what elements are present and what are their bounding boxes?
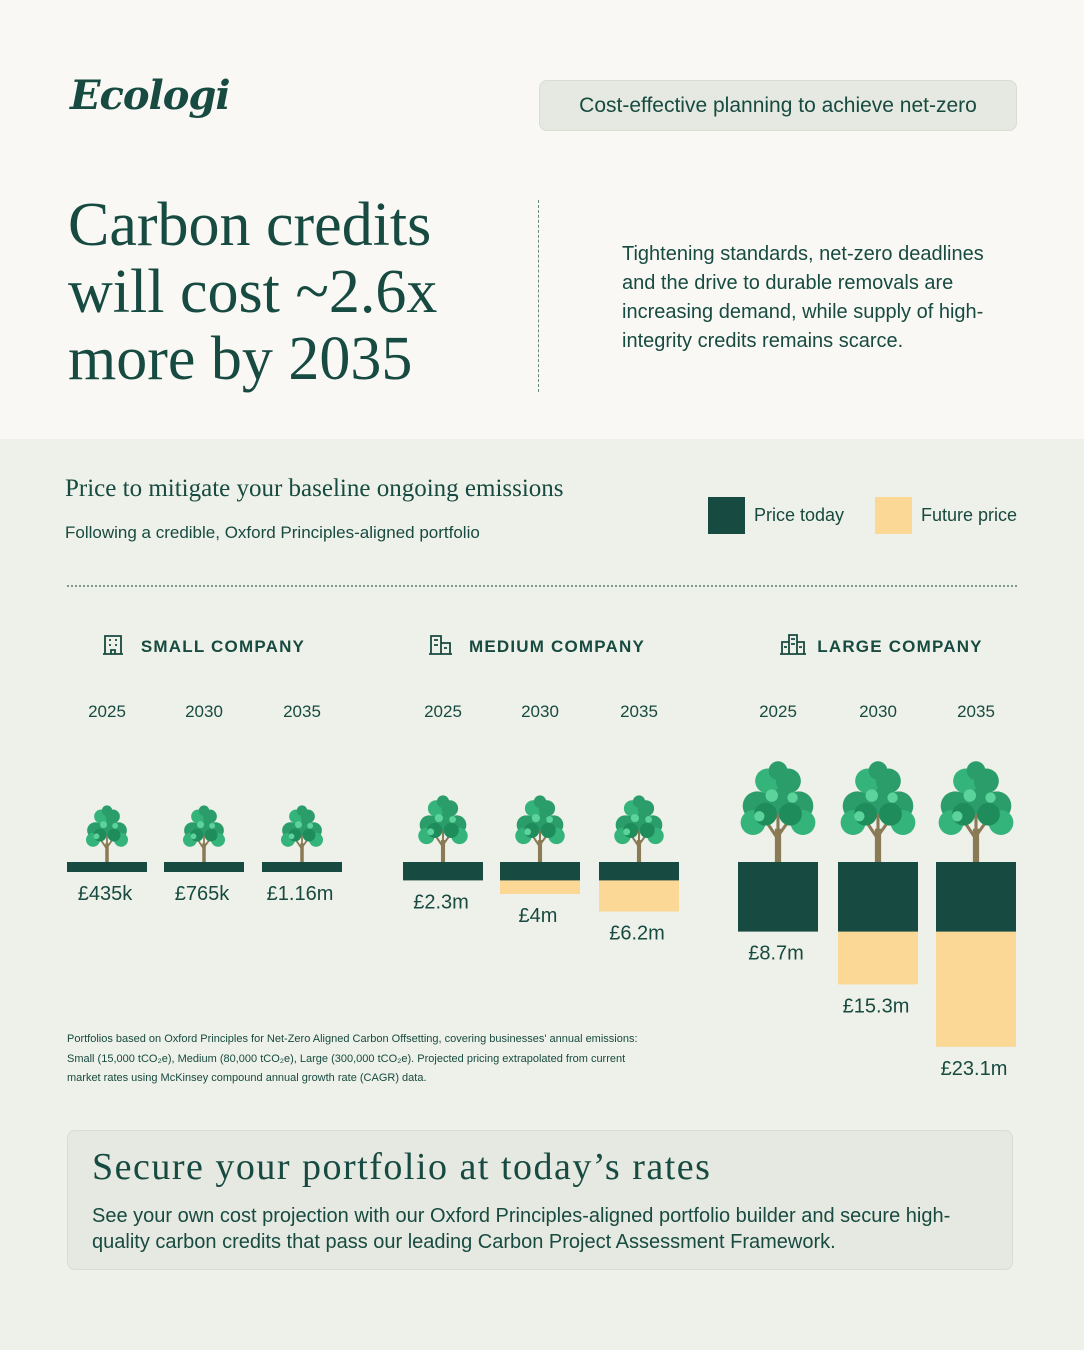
- future-price-bar: [599, 880, 679, 912]
- year-label: 2025: [88, 702, 126, 721]
- medium-building-icon: [429, 635, 452, 655]
- price-today-bar: [599, 862, 679, 881]
- year-label: 2025: [759, 702, 797, 721]
- cta-text: See your own cost projection with our Ox…: [92, 1205, 951, 1253]
- group-title: MEDIUM COMPANY: [469, 637, 645, 656]
- tree-icon: [739, 759, 817, 864]
- year-label: 2035: [957, 702, 995, 721]
- ecologi-logo[interactable]: Ecologi: [70, 72, 231, 119]
- price-today-bar: [67, 862, 147, 872]
- page-headline: Carbon credits will cost ~2.6x more by 2…: [68, 191, 438, 393]
- cta-title: Secure your portfolio at today’s rates: [92, 1146, 712, 1188]
- future-price-bar: [838, 931, 918, 985]
- future-price-bar: [500, 880, 580, 894]
- value-label: £23.1m: [941, 1058, 1008, 1080]
- legend-future-price: Future price: [875, 497, 1017, 534]
- legend-label-future: Future price: [921, 505, 1018, 525]
- legend-label-today: Price today: [754, 505, 845, 525]
- large-building-icon: [780, 634, 806, 655]
- header-section: Ecologi Cost-effective planning to achie…: [0, 0, 1084, 439]
- value-label: £8.7m: [748, 943, 804, 965]
- tree-icon: [839, 759, 917, 864]
- tree-icon: [417, 794, 469, 864]
- price-chart: SMALL COMPANY 2025 £435k 2030 £765k 2035 £1.16…: [67, 634, 1016, 1080]
- tree-icon: [613, 794, 665, 864]
- legend-swatch-future: [875, 497, 912, 534]
- value-label: £2.3m: [413, 891, 469, 913]
- value-label: £6.2m: [609, 923, 665, 945]
- footnote: Portfolios based on Oxford Principles fo…: [67, 1033, 638, 1084]
- price-today-bar: [936, 862, 1016, 932]
- price-today-bar: [262, 862, 342, 872]
- cta-box: Secure your portfolio at today’s rates S…: [67, 1130, 1013, 1270]
- value-label: £4m: [519, 905, 558, 927]
- value-label: £1.16m: [267, 883, 334, 905]
- year-label: 2030: [185, 702, 223, 721]
- vertical-divider: [538, 200, 539, 392]
- tree-icon: [937, 759, 1015, 864]
- year-label: 2030: [859, 702, 897, 721]
- legend-price-today: Price today: [708, 497, 844, 534]
- price-today-bar: [838, 862, 918, 932]
- price-today-bar: [500, 862, 580, 881]
- tree-icon: [514, 794, 566, 864]
- section-title: Price to mitigate your baseline ongoing …: [65, 475, 564, 502]
- year-label: 2025: [424, 702, 462, 721]
- year-label: 2030: [521, 702, 559, 721]
- intro-text: Tightening standards, net-zero deadlines…: [622, 243, 984, 352]
- future-price-bar: [936, 931, 1016, 1047]
- group-title: SMALL COMPANY: [141, 637, 305, 656]
- value-label: £15.3m: [843, 995, 910, 1017]
- section-subtitle: Following a credible, Oxford Principles-…: [65, 523, 480, 542]
- tree-icon: [85, 804, 129, 863]
- price-today-bar: [164, 862, 244, 872]
- value-label: £435k: [78, 883, 133, 905]
- price-today-bar: [738, 862, 818, 932]
- tree-icon: [280, 804, 324, 863]
- tagline-badge: Cost-effective planning to achieve net-z…: [539, 80, 1017, 131]
- legend-swatch-today: [708, 497, 745, 534]
- year-label: 2035: [620, 702, 658, 721]
- horizontal-divider: [67, 585, 1017, 587]
- year-label: 2035: [283, 702, 321, 721]
- small-building-icon: [103, 635, 123, 655]
- value-label: £765k: [175, 883, 230, 905]
- price-today-bar: [403, 862, 483, 881]
- tree-icon: [182, 804, 226, 863]
- group-title: LARGE COMPANY: [817, 637, 982, 656]
